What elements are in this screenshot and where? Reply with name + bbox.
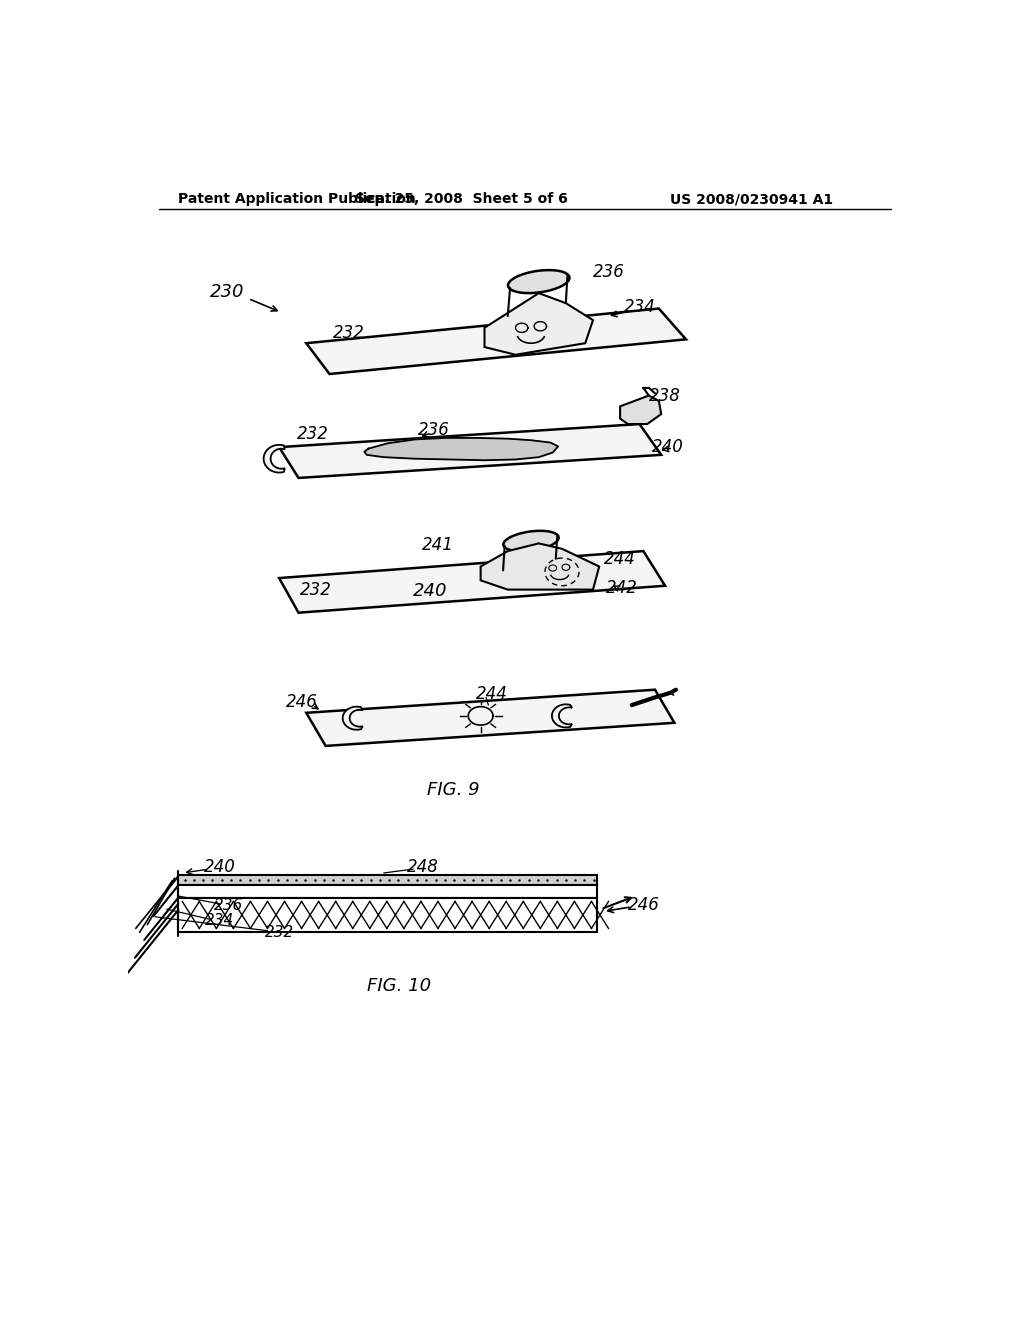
Text: 230: 230 bbox=[210, 282, 245, 301]
Ellipse shape bbox=[508, 271, 569, 293]
Polygon shape bbox=[480, 544, 599, 590]
Text: 240: 240 bbox=[413, 582, 447, 601]
Polygon shape bbox=[343, 706, 362, 730]
Polygon shape bbox=[306, 309, 686, 374]
Text: US 2008/0230941 A1: US 2008/0230941 A1 bbox=[671, 193, 834, 206]
Text: 242: 242 bbox=[606, 579, 638, 597]
Polygon shape bbox=[263, 445, 285, 473]
Polygon shape bbox=[178, 886, 597, 898]
Polygon shape bbox=[365, 438, 558, 461]
Text: Sep. 25, 2008  Sheet 5 of 6: Sep. 25, 2008 Sheet 5 of 6 bbox=[355, 193, 567, 206]
Ellipse shape bbox=[504, 531, 559, 552]
Text: 236: 236 bbox=[214, 898, 244, 913]
Text: FIG. 9: FIG. 9 bbox=[427, 781, 480, 799]
Text: 246: 246 bbox=[628, 896, 659, 915]
Polygon shape bbox=[306, 689, 675, 746]
Polygon shape bbox=[280, 424, 662, 478]
Text: 244: 244 bbox=[604, 550, 636, 568]
Polygon shape bbox=[280, 552, 665, 612]
Text: 241: 241 bbox=[422, 536, 454, 554]
Polygon shape bbox=[484, 293, 593, 355]
Text: 234: 234 bbox=[624, 298, 655, 315]
Polygon shape bbox=[178, 874, 597, 886]
Text: 232: 232 bbox=[297, 425, 329, 444]
Text: 232: 232 bbox=[300, 581, 332, 598]
Polygon shape bbox=[178, 898, 597, 932]
Text: 244: 244 bbox=[476, 685, 508, 702]
Text: 234: 234 bbox=[205, 913, 234, 928]
Text: 238: 238 bbox=[649, 387, 681, 404]
Polygon shape bbox=[621, 396, 662, 424]
Text: Patent Application Publication: Patent Application Publication bbox=[178, 193, 416, 206]
Text: 236: 236 bbox=[593, 264, 625, 281]
Text: 236: 236 bbox=[418, 421, 451, 440]
Text: 248: 248 bbox=[407, 858, 438, 875]
Text: 232: 232 bbox=[333, 325, 365, 342]
Polygon shape bbox=[552, 705, 572, 727]
Text: 240: 240 bbox=[204, 858, 236, 875]
Text: FIG. 10: FIG. 10 bbox=[368, 977, 431, 995]
Text: 232: 232 bbox=[264, 925, 294, 940]
Text: 246: 246 bbox=[287, 693, 318, 711]
Text: 240: 240 bbox=[652, 438, 684, 457]
